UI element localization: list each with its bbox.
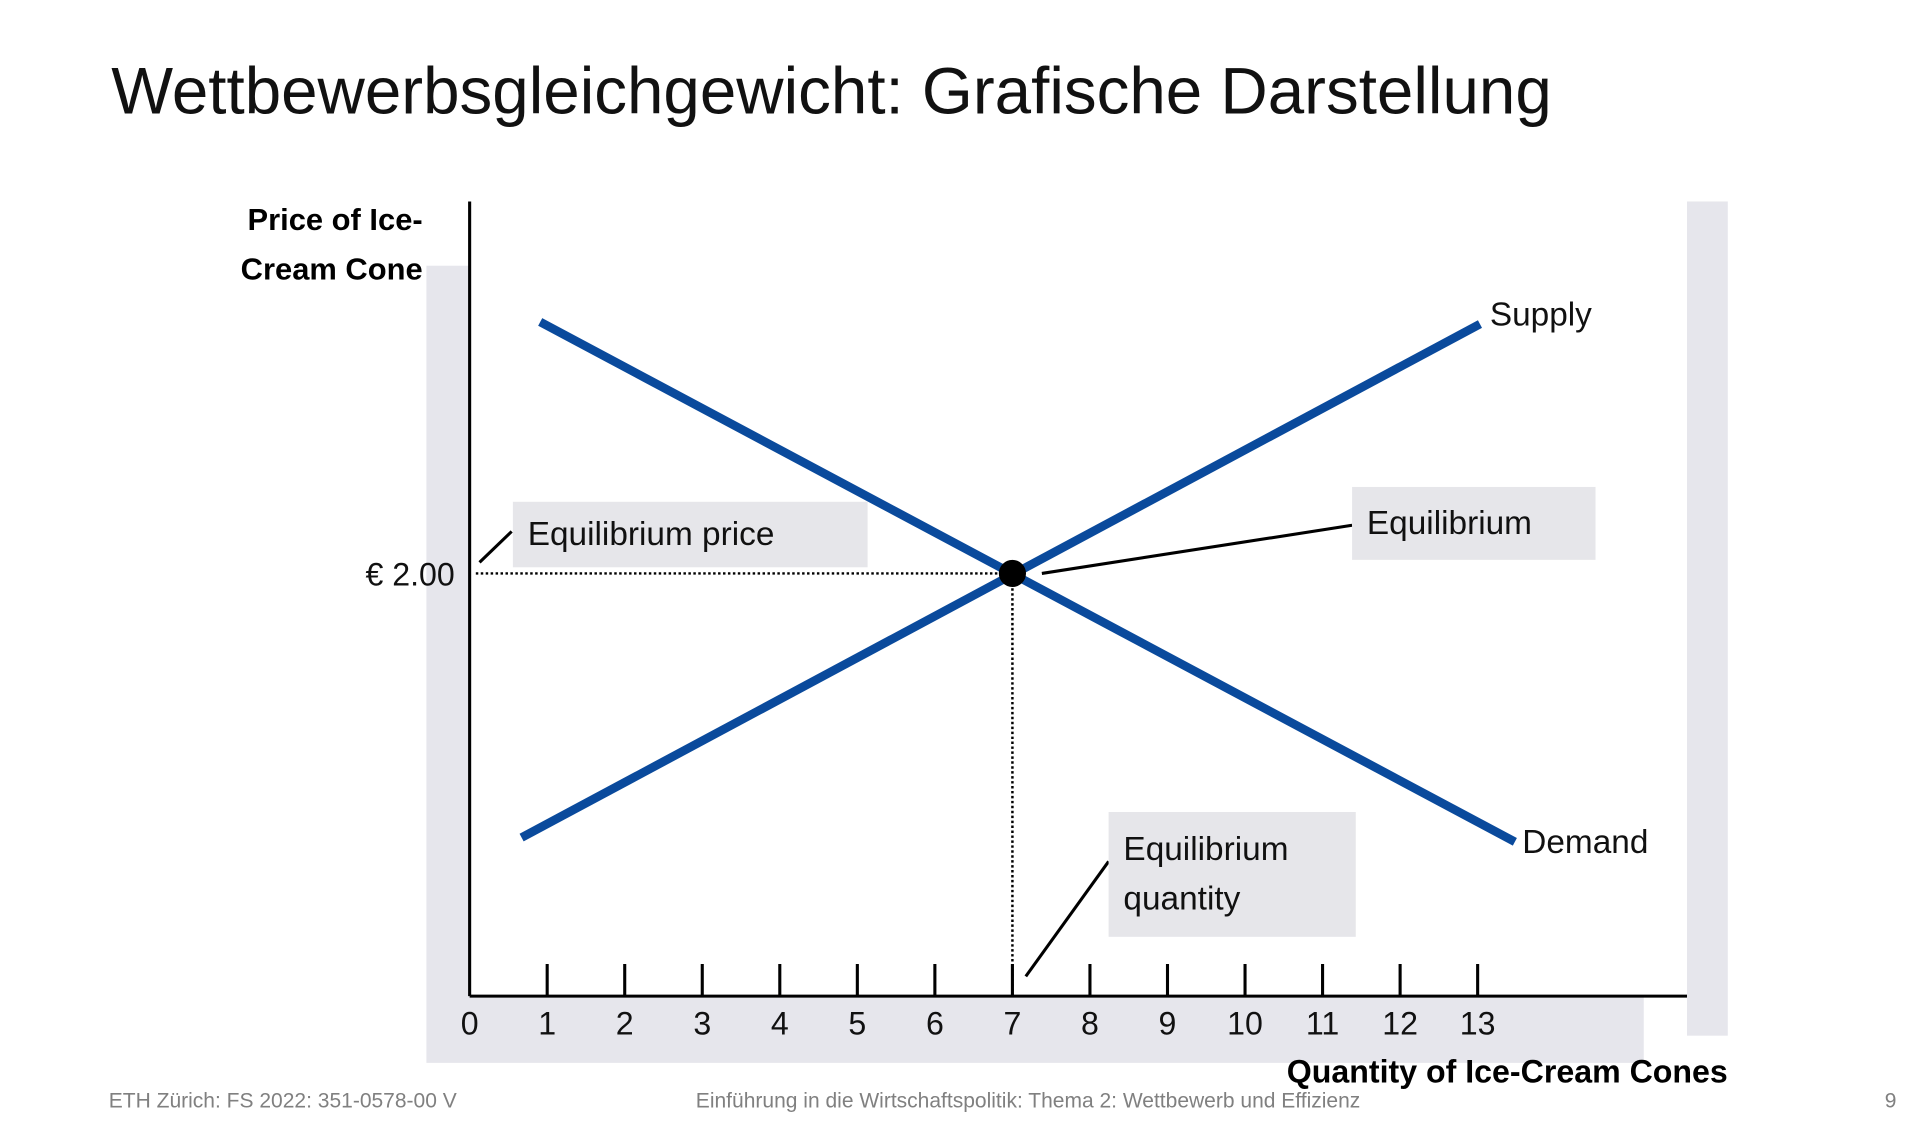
x-tick-label: 6: [926, 1005, 944, 1041]
annotation-leader: [1041, 523, 1353, 575]
series-label: Demand: [1522, 824, 1648, 861]
x-tick-label: 11: [1306, 1005, 1339, 1041]
series-label: Supply: [1490, 296, 1592, 333]
x-tick-label: 2: [616, 1005, 634, 1041]
annotation: Equilibrium price: [512, 501, 868, 568]
series-line: [538, 318, 1517, 846]
x-tick-label: 4: [771, 1005, 789, 1041]
x-tick-label: 10: [1227, 1005, 1263, 1041]
x-tick-label: 12: [1382, 1005, 1418, 1041]
series-line: [519, 320, 1483, 842]
plot-area: [469, 201, 1688, 997]
x-tick-label: 13: [1460, 1005, 1496, 1041]
equilibrium-point: [998, 559, 1027, 588]
y-axis-label: Price of Ice-Cream Cone: [240, 202, 423, 287]
x-tick-label: 0: [461, 1005, 479, 1041]
page-number: 9: [1884, 1088, 1897, 1113]
annotation-leader: [1024, 860, 1110, 978]
x-tick-label: 7: [1003, 1005, 1021, 1041]
panel-background: [1687, 201, 1728, 1036]
annotation: Equilibrium quantity: [1108, 811, 1356, 937]
y-tick-label: € 2.00: [365, 557, 454, 593]
footer-left: ETH Zürich: FS 2022: 351-0578-00 V: [108, 1088, 457, 1113]
footer-center: Einführung in die Wirtschaftspolitik: Th…: [695, 1088, 1361, 1113]
x-tick-label: 5: [848, 1005, 866, 1041]
x-axis-label: Quantity of Ice-Cream Cones: [1286, 1052, 1728, 1091]
annotation: Equilibrium: [1352, 486, 1596, 560]
x-tick-label: 8: [1081, 1005, 1099, 1041]
x-tick-label: 9: [1159, 1005, 1177, 1041]
annotation-leader: [478, 530, 513, 564]
x-tick-label: 3: [693, 1005, 711, 1041]
slide-title: Wettbewerbsgleichgewicht: Grafische Dars…: [111, 55, 1552, 129]
x-tick-label: 1: [538, 1005, 556, 1041]
